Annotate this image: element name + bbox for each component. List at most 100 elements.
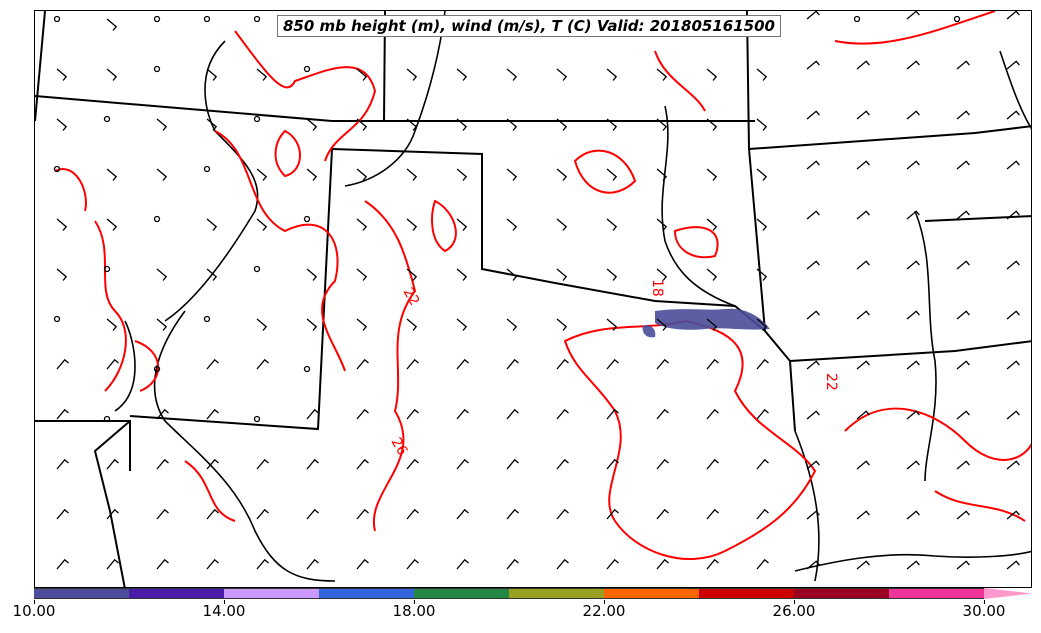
wind-barb <box>956 410 970 420</box>
wind-barb <box>756 168 768 181</box>
calm-station <box>253 265 261 273</box>
calm-station <box>53 315 61 323</box>
wind-barb <box>956 460 970 470</box>
wind-barb <box>156 458 169 470</box>
map-panel: 22 26 22 18 <box>34 10 1032 588</box>
wind-barb <box>356 358 369 370</box>
wind-barb <box>1006 410 1020 420</box>
contour-label: 22 <box>400 285 423 308</box>
wind-barb <box>406 318 418 331</box>
wind-barb <box>556 118 568 131</box>
colorbar-tick-label: 26.00 <box>772 602 816 620</box>
calm-station <box>103 265 111 273</box>
wind-barb <box>506 118 518 131</box>
colorbar <box>34 588 1032 599</box>
wind-barb <box>506 408 519 420</box>
wind-barb <box>806 410 820 420</box>
wind-barb <box>556 508 569 520</box>
wind-barb <box>256 68 268 81</box>
wind-barb <box>356 408 369 420</box>
wind-barb <box>1006 460 1020 470</box>
wind-barb <box>506 318 518 331</box>
wind-barb <box>806 60 820 70</box>
wind-barb <box>256 318 268 331</box>
wind-barb <box>506 168 518 181</box>
wind-barb <box>1006 60 1020 70</box>
wind-barb <box>1006 11 1020 20</box>
wind-barb <box>956 210 970 220</box>
wind-barb <box>206 408 219 420</box>
wind-barb <box>256 168 268 181</box>
wind-barb <box>806 11 820 20</box>
wind-barb <box>706 318 718 331</box>
wind-barb <box>506 358 519 370</box>
wind-barb <box>456 558 469 570</box>
wind-barb <box>106 18 118 31</box>
wind-barb <box>656 168 668 181</box>
calm-station <box>153 65 161 73</box>
wind-barb <box>456 358 469 370</box>
colorbar-tickmark <box>984 600 985 604</box>
wind-barb <box>806 210 820 220</box>
wind-barb <box>456 318 468 331</box>
wind-barb <box>1006 160 1020 170</box>
wind-barb <box>406 558 419 570</box>
wind-barb <box>206 68 218 81</box>
wind-barb <box>806 510 820 520</box>
wind-barb <box>206 458 219 470</box>
wind-barb <box>906 60 920 70</box>
wind-barb <box>806 360 820 370</box>
wind-barb <box>506 268 518 281</box>
wind-barb <box>456 458 469 470</box>
wind-barb <box>56 408 69 420</box>
calm-station <box>853 15 861 23</box>
colorbar-tick-label: 10.00 <box>12 602 56 620</box>
wind-barb <box>556 558 569 570</box>
wind-barb <box>106 458 119 470</box>
wind-barb <box>806 460 820 470</box>
wind-barb <box>506 218 518 231</box>
wind-barb <box>856 310 870 320</box>
colorbar-segment <box>794 588 889 599</box>
wind-barb <box>356 118 368 131</box>
wind-barb <box>756 318 768 331</box>
calm-station <box>53 165 61 173</box>
wind-barb <box>706 458 719 470</box>
calm-station <box>303 365 311 373</box>
wind-barb <box>306 318 318 331</box>
wind-barb <box>556 318 568 331</box>
wind-barb <box>856 110 870 120</box>
wind-barb <box>106 318 118 331</box>
calm-station <box>203 15 211 23</box>
wind-barb <box>856 560 870 570</box>
wind-barb <box>406 118 418 131</box>
weather-map: 22 26 22 18 <box>35 11 1031 587</box>
colorbar-tickmark <box>224 600 225 604</box>
wind-barb <box>856 210 870 220</box>
calm-station <box>203 315 211 323</box>
wind-barb <box>606 168 618 181</box>
wind-barb <box>756 358 769 370</box>
calm-station <box>153 215 161 223</box>
calm-station <box>103 115 111 123</box>
wind-barb <box>706 268 718 281</box>
wind-barb <box>356 558 369 570</box>
wind-barb <box>1006 210 1020 220</box>
calm-station <box>253 115 261 123</box>
wind-barb <box>456 408 469 420</box>
wind-barb <box>356 68 368 81</box>
colorbar-tick-label: 30.00 <box>962 602 1006 620</box>
wind-barb <box>706 218 718 231</box>
wind-barb <box>406 408 419 420</box>
wind-barb <box>406 168 418 181</box>
wind-barb <box>906 260 920 270</box>
wind-barb <box>306 458 319 470</box>
colorbar-segment <box>414 588 509 599</box>
contour-label-group: 22 26 22 18 <box>388 279 839 459</box>
wind-barb <box>1006 360 1020 370</box>
wind-barb <box>206 218 218 231</box>
wind-barb <box>56 508 69 520</box>
colorbar-tickmark <box>794 600 795 604</box>
wind-barb <box>456 268 468 281</box>
wind-barb <box>856 360 870 370</box>
